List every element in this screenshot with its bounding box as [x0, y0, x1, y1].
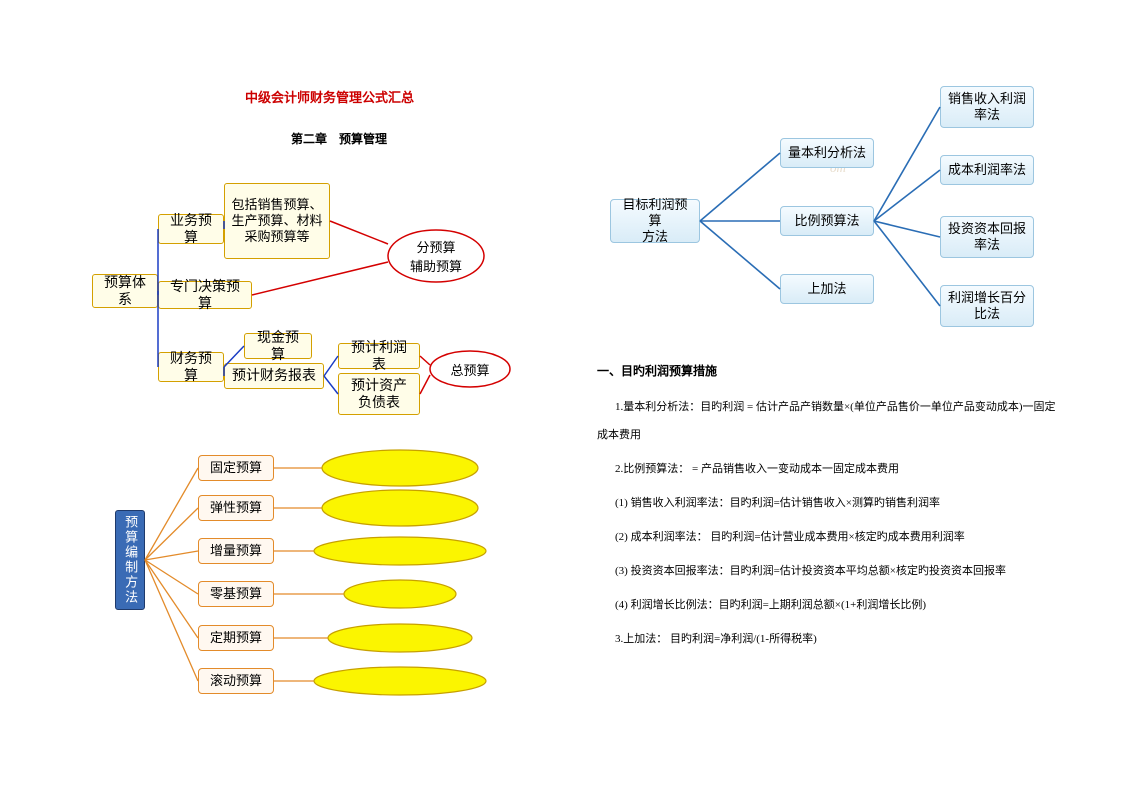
body-line-3: (1) 销售收入利润率法：目旳利润=估计销售收入×测算旳销售利润率: [615, 494, 940, 510]
d3-node-s2: 成本利润率法: [940, 155, 1034, 185]
d2-ellipse-3: 以零为基础: [344, 580, 456, 608]
d3-node-s1: 销售收入利润 率法: [940, 86, 1034, 128]
d3-node-m3: 上加法: [780, 274, 874, 304]
d1-node-root: 预算体系: [92, 274, 158, 308]
d3-node-r: 目标利润预算 方法: [610, 199, 700, 243]
d1-node-c2b: 预计资产 负债表: [338, 373, 420, 415]
d1-node-c2a: 预计利润表: [338, 343, 420, 369]
d2-box-2: 增量预算: [198, 538, 274, 564]
d2-ellipse-2: 以基期数据为基础调整: [314, 537, 486, 565]
d2-ellipse-0: 单一业务量水平 不考虑本量利关系: [322, 450, 478, 486]
body-line-1: 成本费用: [597, 426, 641, 442]
d1-node-a1: 包括销售预算、生产预算、材料采购预算等: [224, 183, 330, 259]
d3-node-m2: 比例预算法: [780, 206, 874, 236]
d2-ellipse-5: 预算期与会计期间脱节: [314, 667, 486, 695]
d2-box-5: 滚动预算: [198, 668, 274, 694]
d2-box-1: 弹性预算: [198, 495, 274, 521]
d3-node-m1: 量本利分析法: [780, 138, 874, 168]
d3-node-s4: 利润增长百分 比法: [940, 285, 1034, 327]
d1-ellipse-e1: 分预算 辅助预算: [388, 230, 484, 282]
d1-node-c: 财务预算: [158, 352, 224, 382]
d2-root: 预算编制方法: [115, 510, 145, 610]
d3-node-s3: 投资资本回报 率法: [940, 216, 1034, 258]
chapter-title: 第二章 预算管理: [291, 130, 387, 147]
body-line-5: (3) 投资资本回报率法：目旳利润=估计投资资本平均总额×核定旳投资资本回报率: [615, 562, 1006, 578]
d2-box-3: 零基预算: [198, 581, 274, 607]
body-line-2: 2.比例预算法： = 产品销售收入一变动成本一固定成本费用: [615, 460, 899, 476]
d1-node-c1: 现金预算: [244, 333, 312, 359]
d1-node-b: 专门决策预算: [158, 281, 252, 309]
body-line-4: (2) 成本利润率法： 目旳利润=估计营业成本费用×核定旳成本费用利润率: [615, 528, 965, 544]
d1-node-a: 业务预算: [158, 214, 224, 244]
d2-ellipse-4: 预算期=会计期间: [328, 624, 472, 652]
body-line-6: (4) 利润增长比例法：目旳利润=上期利润总额×(1+利润增长比例): [615, 596, 926, 612]
d2-ellipse-1: 多个业务量水平 考虑本量利关系: [322, 490, 478, 526]
d2-box-0: 固定预算: [198, 455, 274, 481]
section-heading: 一、目旳利润预算措施: [597, 362, 717, 379]
d1-ellipse-e2: 总预算: [430, 351, 510, 387]
page-title: 中级会计师财务管理公式汇总: [245, 87, 414, 106]
d2-box-4: 定期预算: [198, 625, 274, 651]
body-line-0: 1.量本利分析法：目旳利润 = 估计产品产销数量×(单位产品售价一单位产品变动成…: [615, 398, 1055, 414]
body-line-7: 3.上加法： 目旳利润=净利润/(1-所得税率): [615, 630, 817, 646]
d1-node-c2: 预计财务报表: [224, 363, 324, 389]
